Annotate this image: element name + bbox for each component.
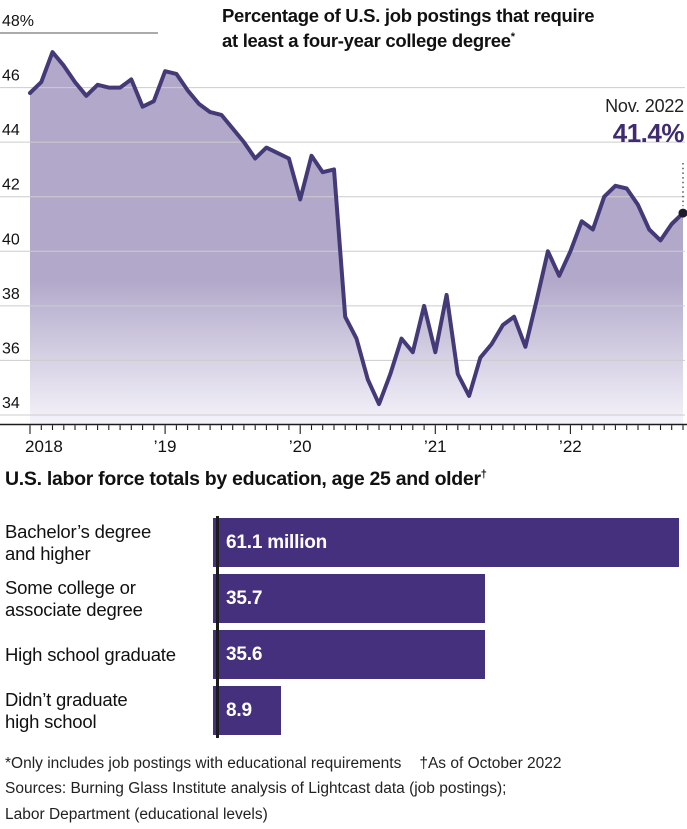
bar-track: 8.9: [213, 686, 679, 735]
y-tick-label: 48%: [2, 13, 34, 30]
x-tick-label: ’21: [424, 437, 447, 456]
bar: 35.7: [213, 574, 485, 623]
bar-chart-title: U.S. labor force totals by education, ag…: [5, 468, 487, 491]
x-tick-label: 2018: [25, 437, 63, 456]
footnote-notes-line: *Only includes job postings with educati…: [5, 753, 682, 775]
asterisk-note-marker: *: [511, 31, 515, 43]
footnote-asterisk: *Only includes job postings with educati…: [5, 755, 401, 772]
bar: 61.1 million: [213, 518, 679, 567]
bar-category-label-line: Some college or: [5, 577, 213, 599]
annotation-date-label: Nov. 2022: [605, 96, 684, 117]
bar-track: 35.6: [213, 630, 679, 679]
y-tick-label: 46: [2, 68, 20, 85]
y-tick-label: 40: [2, 231, 20, 248]
bar-category-label-line: Didn’t graduate: [5, 689, 213, 711]
y-tick-label: 38: [2, 286, 20, 303]
line-chart: 48% 46 44 42 40 38 36 34 2018 ’19 ’20 ’21 ’22 Percen…: [0, 0, 687, 460]
x-tick-label: ’19: [154, 437, 177, 456]
line-chart-title-line2: at least a four-year college degree: [222, 30, 511, 51]
area-fill: [30, 52, 683, 424]
x-tick-label: ’20: [289, 437, 312, 456]
bar-category-label-line: Bachelor’s degree: [5, 521, 213, 543]
bar-chart-baseline: [216, 516, 219, 738]
bar: 35.6: [213, 630, 485, 679]
bar-category-label-line: high school: [5, 711, 213, 733]
bar-track: 61.1 million: [213, 518, 679, 567]
y-tick-label: 34: [2, 395, 20, 412]
x-tick-label: ’22: [559, 437, 582, 456]
y-tick-label: 42: [2, 177, 20, 194]
bar-category-label: High school graduate: [0, 630, 213, 679]
footnote-dagger: †As of October 2022: [419, 755, 561, 772]
bar-value-label: 61.1 million: [213, 532, 327, 554]
bar-track: 35.7: [213, 574, 679, 623]
y-tick-label: 44: [2, 122, 20, 139]
line-chart-title-line1: Percentage of U.S. job postings that req…: [222, 5, 594, 26]
footnote-sources-line2: Labor Department (educational levels): [5, 804, 682, 826]
bar-value-label: 35.6: [213, 644, 262, 666]
bar-value-label: 8.9: [213, 700, 252, 722]
y-tick-label: 36: [2, 340, 20, 357]
bar-value-label: 35.7: [213, 588, 262, 610]
bar-category-label-line: High school graduate: [5, 644, 213, 666]
annotation-value-label: 41.4%: [605, 118, 684, 149]
bar: 8.9: [213, 686, 281, 735]
footnotes: *Only includes job postings with educati…: [5, 753, 682, 829]
footnote-sources-line1: Sources: Burning Glass Institute analysi…: [5, 778, 682, 800]
bar-category-label-line: associate degree: [5, 599, 213, 621]
dagger-note-marker: †: [481, 469, 487, 481]
latest-value-annotation: Nov. 2022 41.4%: [605, 96, 684, 149]
line-chart-svg: 48% 46 44 42 40 38 36 34 2018 ’19 ’20 ’21 ’22: [0, 0, 687, 460]
line-chart-title: Percentage of U.S. job postings that req…: [222, 4, 687, 54]
bar-category-label-line: and higher: [5, 543, 213, 565]
